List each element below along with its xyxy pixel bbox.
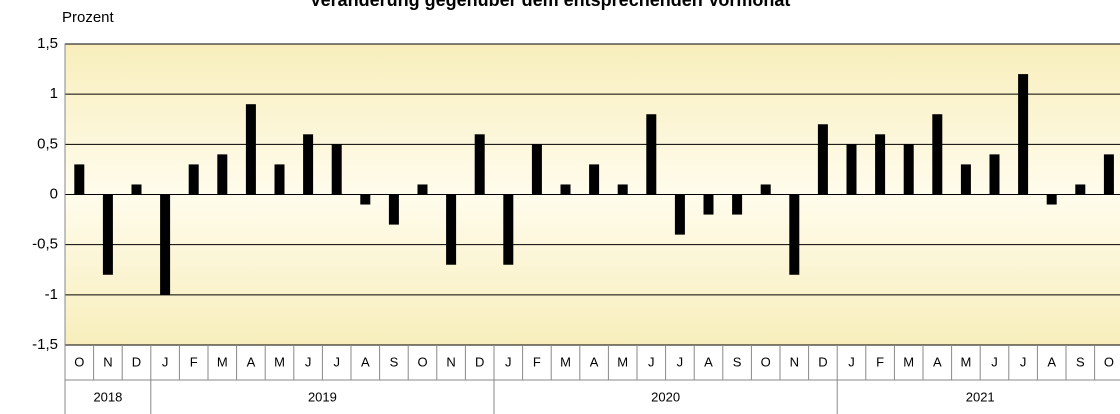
x-tick-label: J [162,354,169,369]
x-group-label: 2019 [308,389,337,404]
bar [617,184,628,195]
chart-title: Veränderung gegenüber dem entsprechenden… [310,0,791,10]
x-tick-label: F [533,354,541,369]
bar [903,144,914,195]
x-tick-label: N [446,354,455,369]
x-tick-label: M [617,354,628,369]
x-tick-label: O [74,354,84,369]
bar [303,134,314,195]
bar [131,184,142,195]
x-tick-label: O [417,354,427,369]
x-tick-label: M [903,354,914,369]
x-tick-label: A [933,354,942,369]
bar [446,194,457,265]
bar [1046,194,1057,205]
bar [989,154,1000,195]
x-tick-label: F [876,354,884,369]
bar [1018,74,1029,195]
bar [274,164,285,195]
bar [789,194,800,275]
bar [360,194,371,205]
x-tick-label: F [190,354,198,369]
x-tick-label: D [818,354,827,369]
bar [1103,154,1114,195]
y-tick-label: -1,5 [32,336,58,353]
bar [760,184,771,195]
bar [503,194,514,265]
bar [875,134,886,195]
x-group-label: 2021 [966,389,995,404]
x-tick-label: D [475,354,484,369]
x-tick-label: O [761,354,771,369]
y-tick-label: 1 [50,85,58,102]
x-tick-label: N [103,354,112,369]
bar [646,114,657,195]
bar [589,164,600,195]
bar [560,184,571,195]
x-tick-label: D [132,354,141,369]
bar [245,104,256,195]
x-group-label: 2020 [651,389,680,404]
bar [331,144,342,195]
x-tick-label: J [848,354,855,369]
bar [732,194,743,215]
x-tick-label: A [247,354,256,369]
x-tick-label: J [648,354,655,369]
bar [417,184,428,195]
y-tick-label: 0 [50,185,58,202]
x-tick-label: A [1047,354,1056,369]
x-tick-label: A [704,354,713,369]
x-tick-label: J [991,354,998,369]
y-tick-label: -1 [45,286,58,303]
bar [960,164,971,195]
x-tick-label: N [790,354,799,369]
bar [932,114,943,195]
bar [102,194,113,275]
x-tick-label: M [960,354,971,369]
x-group-label: 2018 [93,389,122,404]
y-axis-label: Prozent [62,9,115,26]
bar [188,164,199,195]
x-tick-label: J [333,354,340,369]
x-tick-label: O [1104,354,1114,369]
bar [474,134,485,195]
x-tick-label: S [733,354,742,369]
y-tick-label: 1,5 [37,35,58,52]
bar [703,194,714,215]
x-tick-label: M [217,354,228,369]
bar [531,144,542,195]
bar [217,154,228,195]
bar [160,194,171,295]
x-tick-label: S [390,354,399,369]
bar [1075,184,1086,195]
x-tick-label: J [677,354,684,369]
bar [74,164,85,195]
x-tick-label: A [361,354,370,369]
x-tick-label: J [305,354,312,369]
y-tick-label: -0,5 [32,236,58,253]
bar [846,144,857,195]
x-tick-label: J [505,354,512,369]
bar [388,194,399,225]
bar [674,194,685,235]
x-tick-label: A [590,354,599,369]
x-tick-label: M [274,354,285,369]
x-tick-label: S [1076,354,1085,369]
y-tick-label: 0,5 [37,135,58,152]
x-tick-label: J [1020,354,1027,369]
bar [817,124,828,195]
x-tick-label: M [560,354,571,369]
